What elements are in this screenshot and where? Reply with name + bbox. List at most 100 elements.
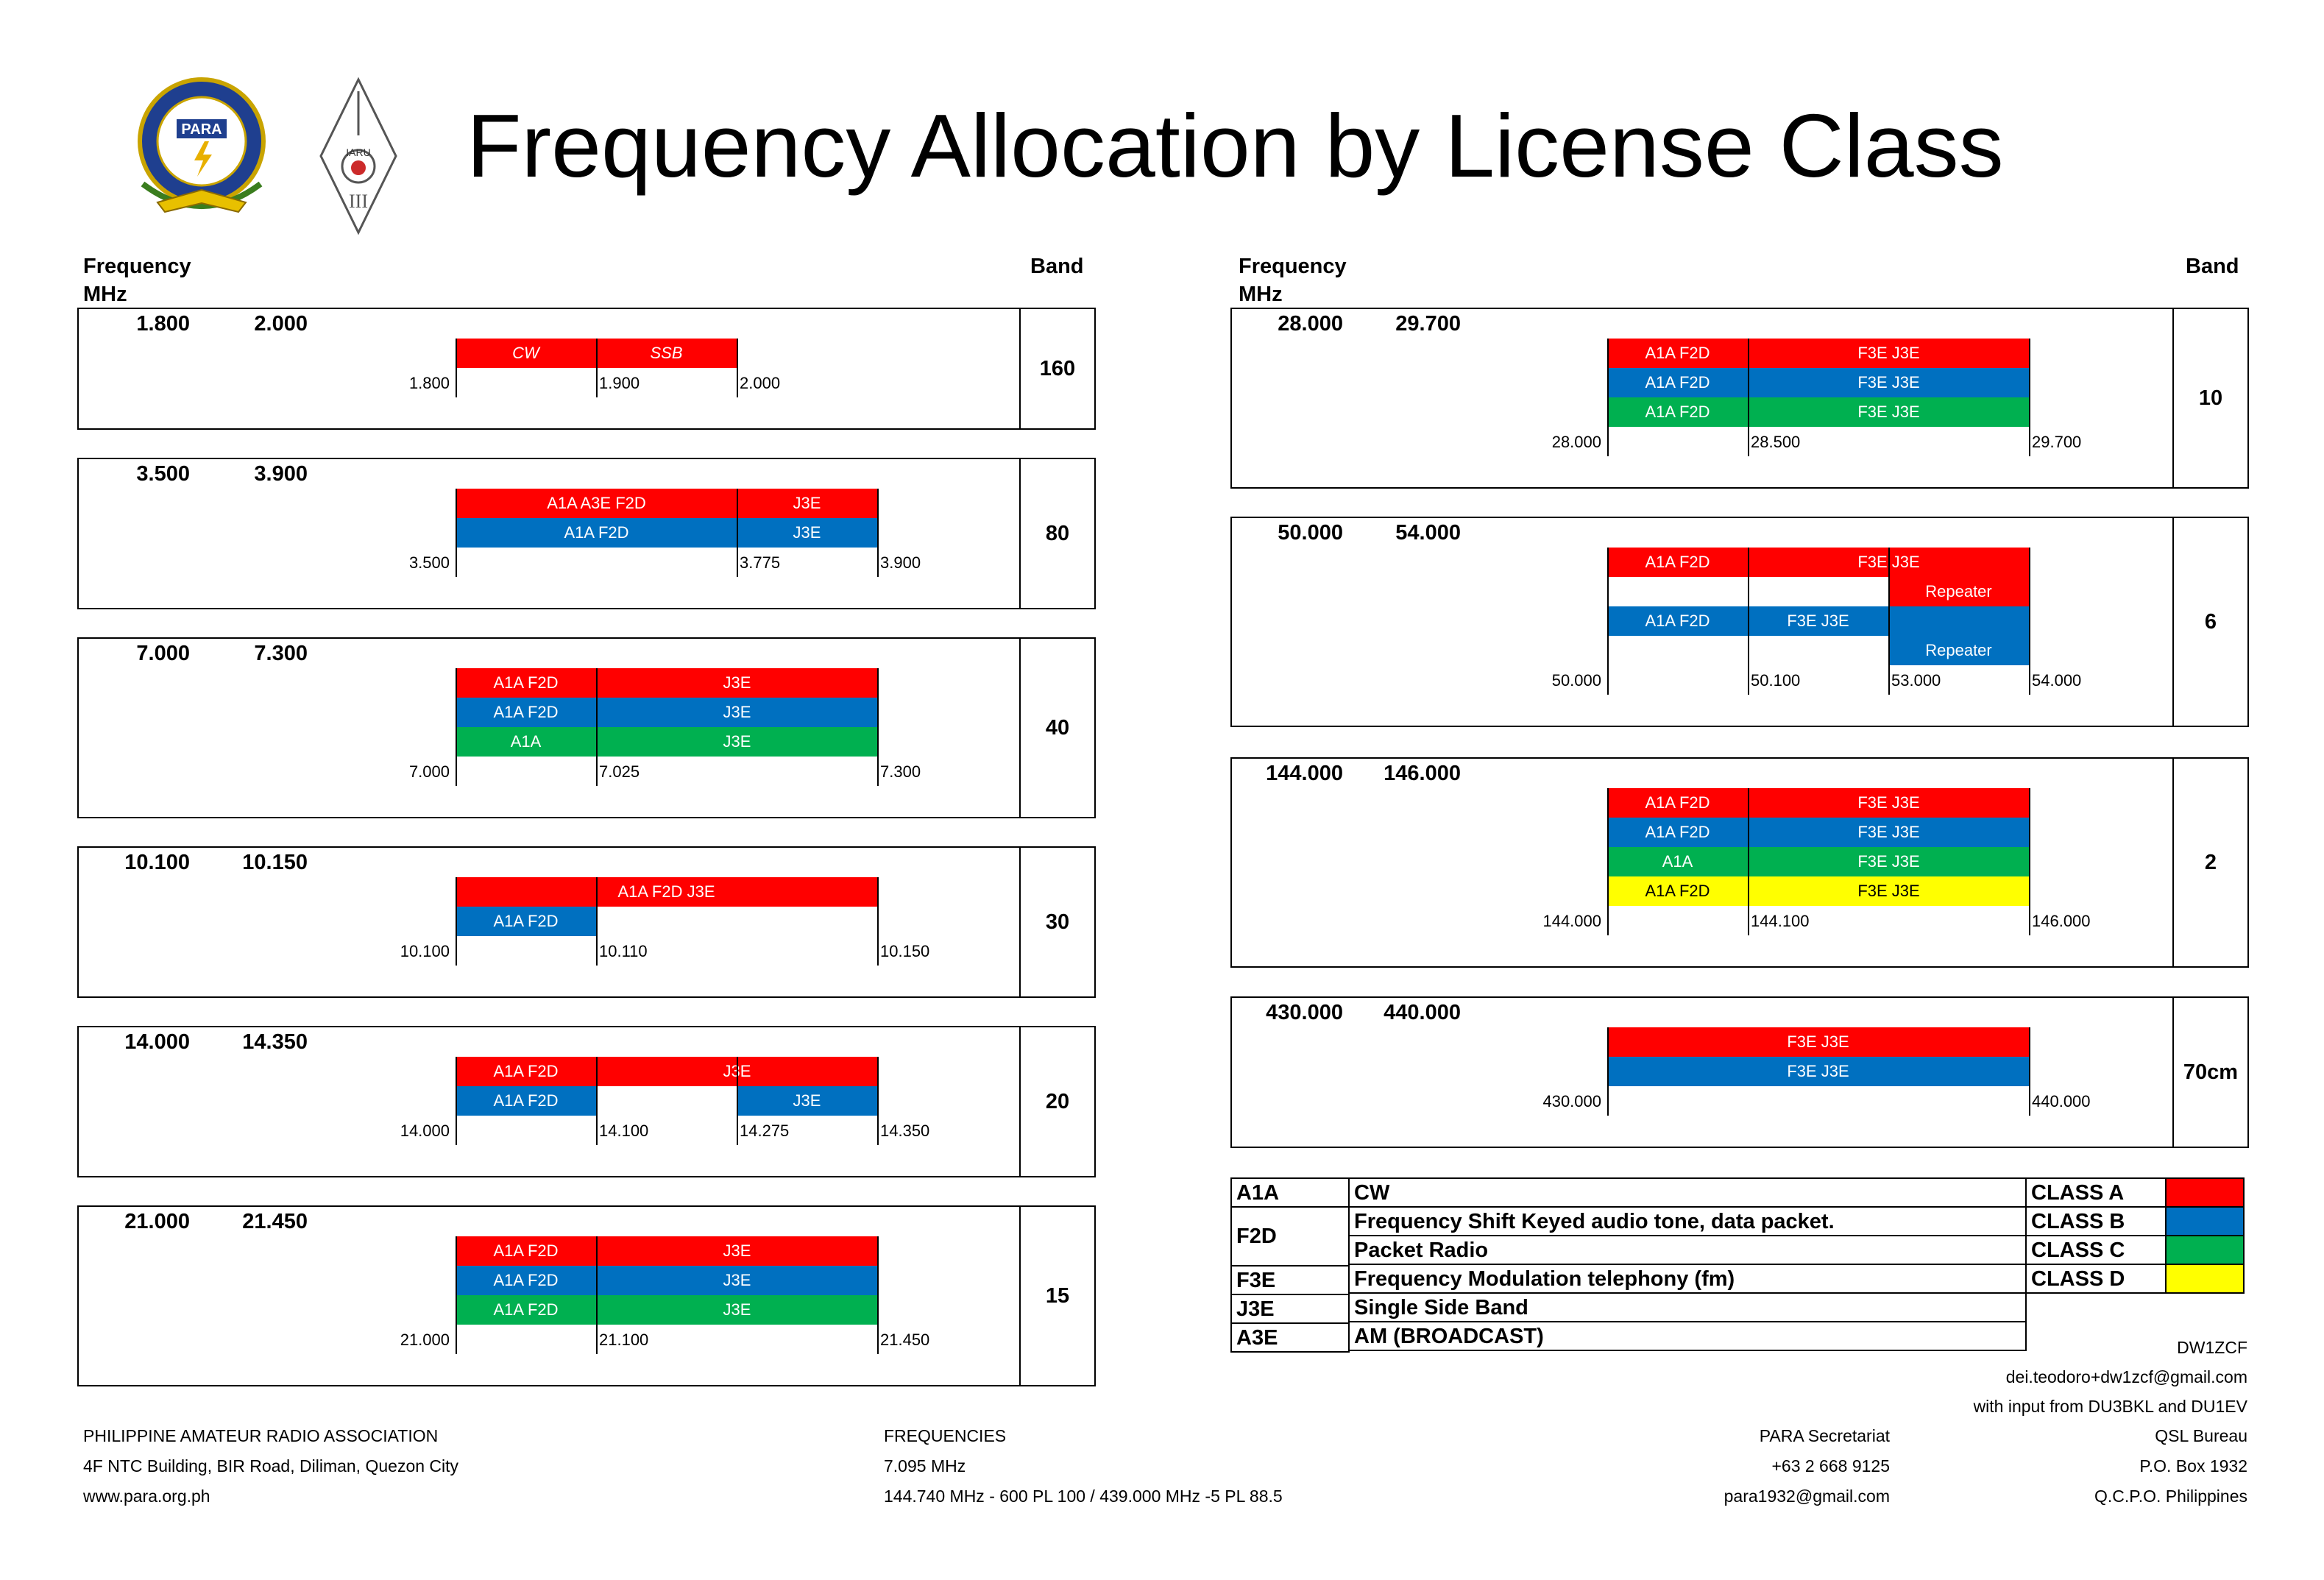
band-box-10: 10 28.000 29.700 A1A F2D F3E J3E A1A F2D F3E J… (1230, 308, 2249, 489)
band-end: 10.150 (242, 851, 308, 874)
tick-mark (2029, 1027, 2030, 1116)
allocation-segment: J3E (596, 1236, 877, 1266)
allocation-segment: A1A (456, 727, 596, 757)
tick-mark (1888, 1027, 1890, 1116)
tick-label: 3.500 (408, 553, 450, 572)
band-divider (1019, 459, 1021, 608)
allocation-segment: F3E J3E (1748, 876, 2029, 906)
band-label: 80 (1045, 522, 1070, 545)
tick-mark (877, 877, 879, 966)
footer-frequencies: FREQUENCIES 7.095 MHz 144.740 MHz - 600 … (884, 1425, 1283, 1507)
credit-callsign: DW1ZCF (2177, 1338, 2247, 1357)
tick-mark (456, 1236, 457, 1354)
tick-mark (737, 668, 738, 786)
band-start: 144.000 (1266, 762, 1343, 785)
tick-mark (456, 1057, 457, 1145)
footer-secretariat-email[interactable]: para1932@gmail.com (1723, 1487, 1890, 1506)
allocation-segment: A1A A3E F2D (456, 489, 737, 518)
mode-description-text: Single Side Band (1354, 1295, 1528, 1319)
allocation-segment: A1A F2D (1607, 397, 1748, 427)
tick-mark (1607, 1027, 1609, 1116)
band-label: 2 (2204, 851, 2217, 874)
tick-mark (1607, 548, 1609, 695)
footer-qsl-box: P.O. Box 1932 (2139, 1456, 2247, 1476)
footer-qsl: QSL Bureau P.O. Box 1932 Q.C.P.O. Philip… (2094, 1425, 2247, 1507)
mode-code-text: A1A (1236, 1180, 1280, 1205)
allocation-segment: J3E (737, 1086, 877, 1116)
tick-mark (877, 1236, 879, 1354)
band-label: 15 (1045, 1284, 1070, 1308)
tick-mark (877, 668, 879, 786)
band-start: 28.000 (1278, 312, 1343, 336)
footer-org-website[interactable]: www.para.org.ph (83, 1487, 210, 1506)
tick-mark (1888, 548, 1890, 695)
band-start: 50.000 (1278, 521, 1343, 545)
tick-mark (456, 668, 457, 786)
class-name: CLASS D (2025, 1264, 2167, 1294)
allocation-segment: SSB (596, 339, 737, 368)
tick-mark (1888, 788, 1890, 935)
band-end: 2.000 (254, 312, 308, 336)
band-start: 14.000 (124, 1030, 190, 1054)
tick-mark (1607, 339, 1609, 456)
page-title: Frequency Allocation by License Class (467, 96, 2004, 196)
allocation-segment: A1A F2D (456, 1057, 596, 1086)
mode-description: Frequency Modulation telephony (fm) (1348, 1264, 2027, 1294)
class-swatch (2165, 1177, 2245, 1208)
band-label: 20 (1045, 1090, 1070, 1113)
tick-mark (737, 489, 738, 577)
svg-text:PARA: PARA (181, 121, 222, 138)
tick-label: 50.000 (1551, 671, 1601, 690)
band-label: 160 (1039, 357, 1076, 380)
band-divider (2172, 998, 2174, 1147)
allocation-segment: F3E J3E (1607, 1027, 2029, 1057)
tick-label: 430.000 (1542, 1092, 1601, 1110)
tick-mark (596, 877, 598, 966)
allocation-segment: J3E (596, 1295, 877, 1325)
tick-mark (1748, 1027, 1749, 1116)
tick-mark (1748, 339, 1749, 456)
mode-description-text: Frequency Modulation telephony (fm) (1354, 1267, 1735, 1291)
svg-text:IARU: IARU (346, 146, 370, 158)
footer-frequencies-repeaters: 144.740 MHz - 600 PL 100 / 439.000 MHz -… (884, 1487, 1283, 1506)
footer-org-name: PHILIPPINE AMATEUR RADIO ASSOCIATION (83, 1426, 439, 1445)
tick-mark (596, 668, 598, 786)
tick-mark (1888, 339, 1890, 456)
mhz-label: MHz (1239, 283, 1283, 306)
band-start: 430.000 (1266, 1001, 1343, 1024)
band-end: 14.350 (242, 1030, 308, 1054)
tick-mark (2029, 339, 2030, 456)
tick-mark (737, 1236, 738, 1354)
tick-mark (1748, 788, 1749, 935)
allocation-segment: J3E (737, 518, 877, 548)
tick-label: 1.800 (408, 374, 450, 392)
tick-label: 144.100 (1751, 912, 1810, 930)
band-label: 70cm (2183, 1060, 2239, 1084)
tick-label: 1.900 (599, 374, 640, 392)
iaru-logo: IARU III (318, 77, 399, 235)
allocation-segment: A1A F2D (1607, 339, 1748, 368)
allocation-segment: F3E J3E (1748, 606, 1888, 636)
tick-mark (2029, 788, 2030, 935)
band-box-6: 6 50.000 54.000 A1A F2D F3E J3E Repeater A1A F… (1230, 517, 2249, 727)
tick-label: 144.000 (1542, 912, 1601, 930)
allocation-segment: A1A F2D (456, 1295, 596, 1325)
allocation-segment: A1A F2D (456, 1086, 596, 1116)
tick-label: 21.450 (880, 1331, 930, 1349)
tick-label: 21.100 (599, 1331, 649, 1349)
allocation-segment: Repeater (1888, 636, 2029, 665)
mode-code: J3E (1230, 1294, 1350, 1324)
band-label: 30 (1045, 910, 1070, 934)
allocation-segment: A1A F2D (456, 907, 596, 936)
mode-description: Frequency Shift Keyed audio tone, data p… (1348, 1206, 2027, 1236)
tick-mark (2029, 548, 2030, 695)
tick-label: 29.700 (2032, 433, 2082, 451)
allocation-segment: A1A F2D (1607, 876, 1748, 906)
credit-email[interactable]: dei.teodoro+dw1zcf@gmail.com (2005, 1367, 2247, 1386)
footer-qsl-title: QSL Bureau (2155, 1426, 2247, 1445)
footer-org-address: 4F NTC Building, BIR Road, Diliman, Quez… (83, 1456, 459, 1476)
allocation-segment (1888, 606, 2029, 636)
band-divider (2172, 518, 2174, 726)
tick-mark (737, 1057, 738, 1145)
tick-label: 54.000 (2032, 671, 2082, 690)
